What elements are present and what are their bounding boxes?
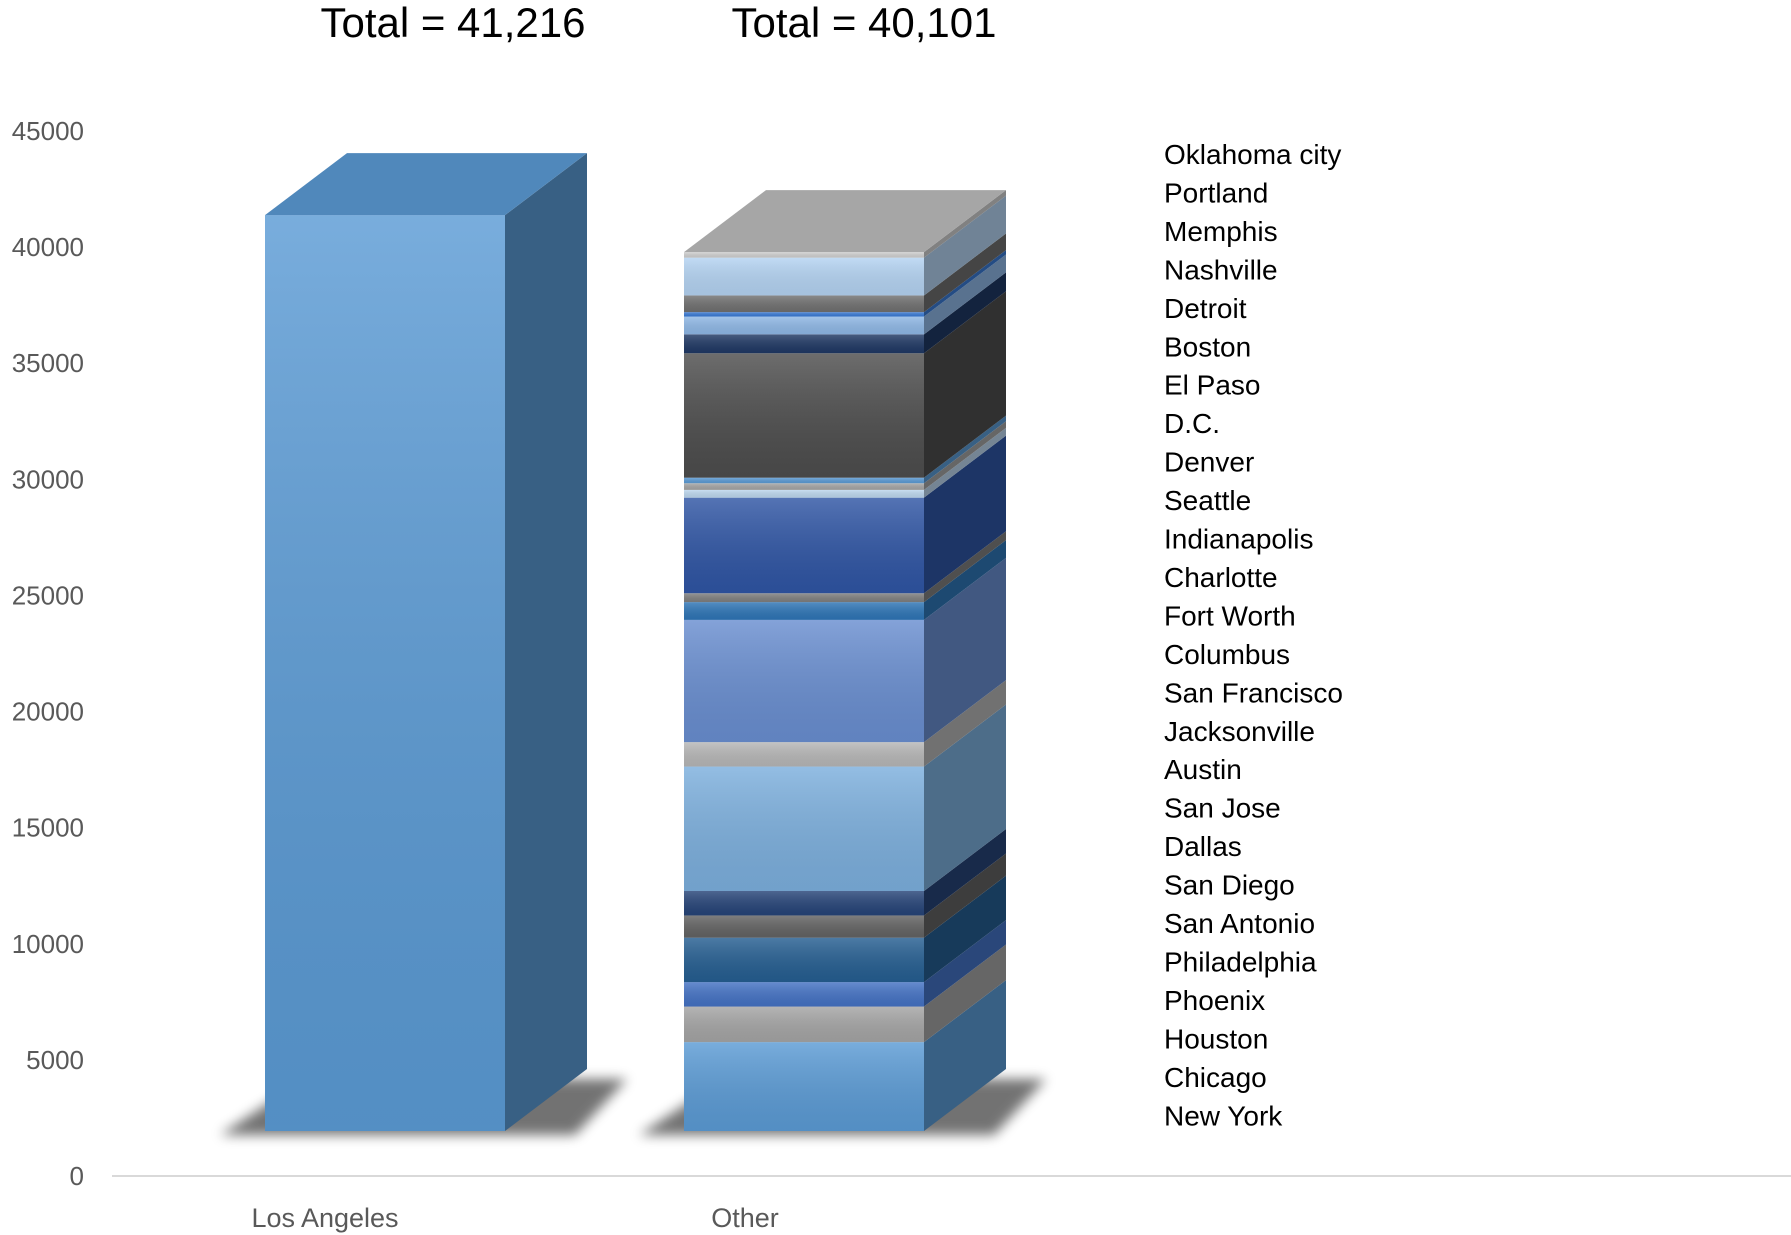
bar-segment-sheen — [684, 1042, 924, 1131]
bar-segment-sheen — [684, 937, 924, 983]
y-tick-label: 0 — [70, 1161, 84, 1191]
bar-side-los-angeles — [505, 153, 587, 1132]
legend-entry: Denver — [1164, 447, 1254, 478]
bar-side-fort-worth — [924, 427, 1006, 498]
legend-entry: San Francisco — [1164, 677, 1343, 708]
legend-entry: Portland — [1164, 177, 1268, 208]
bar-segment-sheen — [684, 766, 924, 891]
bar-side-columbus — [924, 435, 1006, 594]
legend-entry: San Jose — [1164, 793, 1281, 824]
y-tick-label: 25000 — [12, 580, 84, 610]
legend: Oklahoma city Portland Memphis Nashville Det… — [1164, 139, 1343, 1131]
bar-segment-sheen — [684, 257, 924, 296]
y-tick-label: 45000 — [12, 116, 84, 146]
bar-segment-sheen — [684, 252, 924, 258]
bar-side-austin — [924, 557, 1006, 743]
legend-entry: Boston — [1164, 331, 1251, 362]
legend-entry: D.C. — [1164, 408, 1220, 439]
legend-entry: Fort Worth — [1164, 600, 1296, 631]
bar-segment-sheen — [684, 593, 924, 603]
legend-entry: Chicago — [1164, 1062, 1267, 1093]
bars-group — [220, 153, 1046, 1135]
legend-entry: El Paso — [1164, 370, 1261, 401]
bar-segment-sheen — [684, 619, 924, 743]
legend-entry: Dallas — [1164, 831, 1242, 862]
y-tick-label: 20000 — [12, 697, 84, 727]
legend-entry: New York — [1164, 1100, 1283, 1131]
bar-side-dallas — [924, 704, 1006, 891]
bar-segment-sheen — [684, 477, 924, 484]
bar-side-boston — [924, 233, 1006, 313]
bar-side-nashville — [924, 190, 1006, 258]
bar-top-face — [684, 190, 1006, 253]
bar-segment-sheen — [684, 489, 924, 498]
bar-side-el-paso — [924, 250, 1006, 317]
y-tick-label: 35000 — [12, 348, 84, 378]
bar-top-face — [265, 153, 587, 216]
total-annotation: Total = 40,101 — [731, 0, 996, 46]
legend-entry: Phoenix — [1164, 985, 1265, 1016]
bar-side-charlotte — [924, 421, 1006, 490]
legend-entry: Houston — [1164, 1023, 1268, 1054]
bar-segment-sheen — [684, 334, 924, 354]
bar-segment-sheen — [684, 353, 924, 478]
bar-segment-sheen — [265, 215, 505, 1132]
bar-side-philadelphia — [924, 875, 1006, 983]
legend-entry: Indianapolis — [1164, 524, 1313, 555]
bar-side-d-c- — [924, 254, 1006, 335]
legend-entry: Columbus — [1164, 639, 1290, 670]
bar-side-detroit — [924, 195, 1006, 296]
bar-segment-sheen — [684, 982, 924, 1007]
legend-entry: Memphis — [1164, 216, 1278, 247]
legend-entry: Detroit — [1164, 293, 1247, 324]
legend-entry: Jacksonville — [1164, 716, 1315, 747]
legend-entry: San Antonio — [1164, 908, 1315, 939]
bar-side-san-diego — [924, 829, 1006, 916]
bar-segment-sheen — [684, 316, 924, 335]
bar-segment-sheen — [684, 483, 924, 490]
legend-entry: San Diego — [1164, 870, 1295, 901]
legend-entry: Nashville — [1164, 254, 1278, 285]
legend-entry: Seattle — [1164, 485, 1251, 516]
bar-segment-sheen — [684, 295, 924, 313]
bar-segment-sheen — [684, 497, 924, 594]
bar-side-indianapolis — [924, 415, 1006, 484]
legend-entry: Philadelphia — [1164, 946, 1317, 977]
bar-side-jacksonville — [924, 540, 1006, 620]
y-tick-label: 40000 — [12, 232, 84, 262]
bar-side-denver — [924, 272, 1006, 354]
x-category-label: Los Angeles — [251, 1203, 398, 1233]
y-tick-label: 15000 — [12, 813, 84, 843]
bar-side-san-jose — [924, 680, 1006, 767]
bar-segment-sheen — [684, 742, 924, 767]
bar-side-san-antonio — [924, 853, 1006, 938]
bar-segment-sheen — [684, 891, 924, 916]
legend-entry: Oklahoma city — [1164, 139, 1341, 170]
category-labels: Los Angeles Other — [251, 1203, 778, 1233]
y-tick-label: 5000 — [26, 1045, 84, 1075]
bar-side-seattle — [924, 291, 1006, 478]
total-annotation: Total = 41,216 — [320, 0, 585, 46]
y-tick-label: 10000 — [12, 929, 84, 959]
y-axis: 0 5000 10000 15000 20000 25000 30000 35000 40000… — [12, 116, 84, 1191]
bar-side-san-francisco — [924, 531, 1006, 603]
legend-entry: Austin — [1164, 754, 1242, 785]
total-labels: Total = 41,216 Total = 40,101 — [320, 0, 996, 46]
x-category-label: Other — [711, 1203, 779, 1233]
y-tick-label: 30000 — [12, 464, 84, 494]
bar-side-houston — [924, 920, 1006, 1007]
bar-side-chicago — [924, 944, 1006, 1043]
bar-segment-sheen — [684, 915, 924, 938]
bar-side-new-york — [924, 980, 1006, 1131]
legend-entry: Charlotte — [1164, 562, 1278, 593]
bar-segment-sheen — [684, 312, 924, 317]
bar-segment-sheen — [684, 1006, 924, 1043]
bar-segment-sheen — [684, 602, 924, 620]
